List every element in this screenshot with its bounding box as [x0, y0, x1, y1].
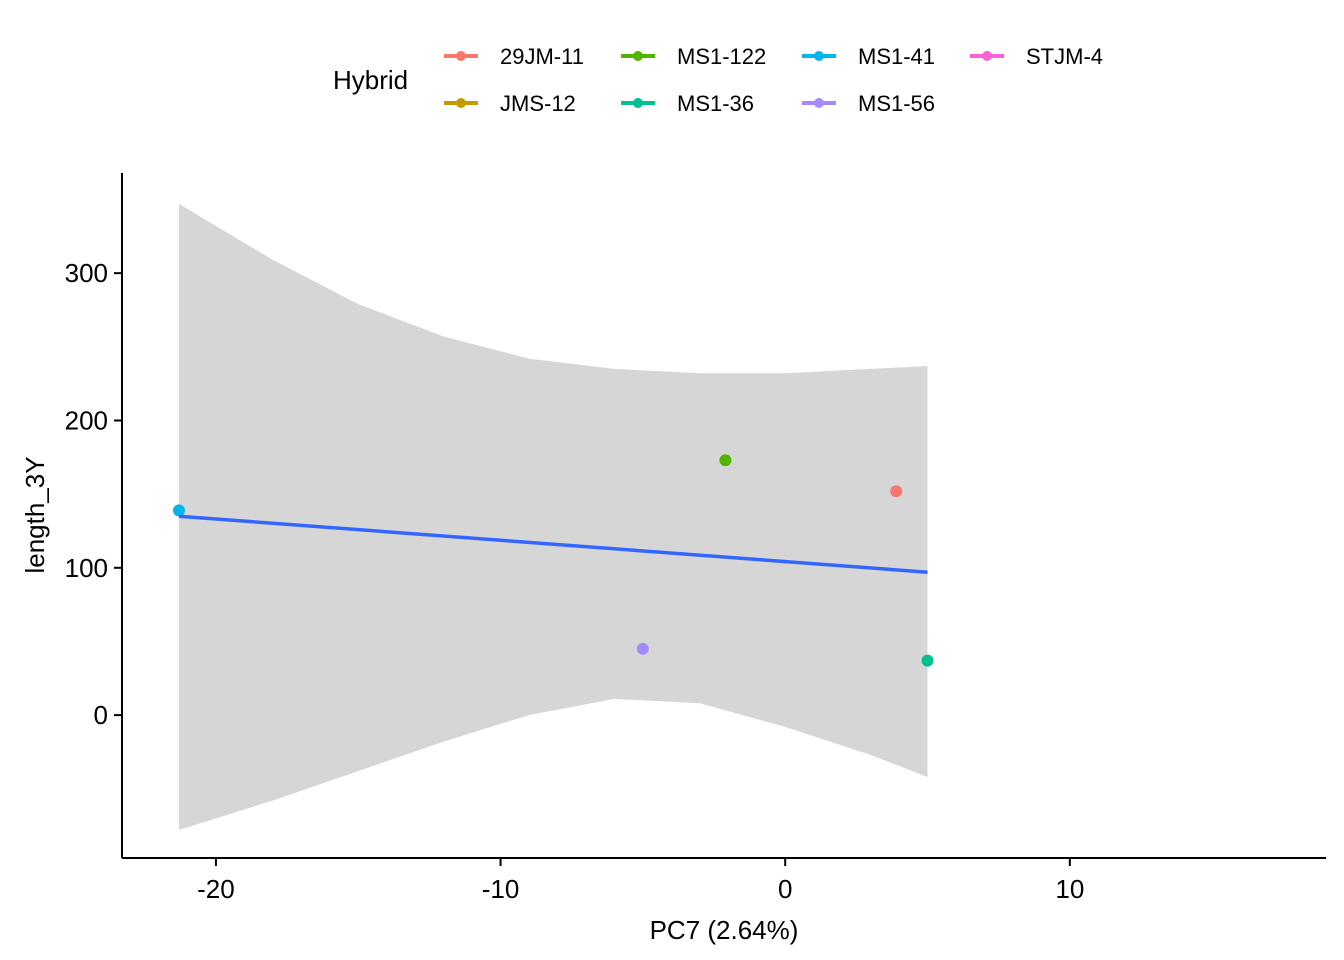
legend-key-dot — [982, 51, 992, 61]
y-tick-label: 100 — [65, 553, 108, 583]
legend-item-ms1-122: MS1-122 — [621, 44, 766, 69]
legend-item-jms-12: JMS-12 — [444, 91, 576, 116]
y-tick-label: 0 — [94, 700, 108, 730]
legend-key-dot — [633, 51, 643, 61]
legend-item-ms1-36: MS1-36 — [621, 91, 754, 116]
legend-items: 29JM-11 JMS-12 MS1-122 MS1-36 MS1-41 MS1-56 ST… — [444, 44, 1103, 116]
legend-item-ms1-41: MS1-41 — [802, 44, 935, 69]
confidence-band — [178, 203, 928, 830]
data-points — [172, 454, 934, 667]
legend-key-dot — [456, 51, 466, 61]
axes: -20 -10 0 10 0 100 200 300 — [65, 173, 1326, 904]
x-tick-label: -10 — [482, 874, 520, 904]
point-29jm-11 — [890, 485, 903, 498]
y-tick-label: 200 — [65, 405, 108, 435]
point-ms1-36 — [921, 654, 934, 667]
point-ms1-56 — [636, 642, 649, 655]
legend-label: MS1-41 — [858, 44, 935, 69]
y-tick-label: 300 — [65, 258, 108, 288]
x-tick-label: 10 — [1055, 874, 1084, 904]
point-ms1-122 — [719, 454, 732, 467]
legend-key-dot — [633, 98, 643, 108]
legend-item-ms1-56: MS1-56 — [802, 91, 935, 116]
legend-key-dot — [814, 51, 824, 61]
legend-key-dot — [456, 98, 466, 108]
y-axis-ticks: 0 100 200 300 — [65, 258, 122, 730]
legend-label: MS1-122 — [677, 44, 766, 69]
legend-label: 29JM-11 — [500, 44, 584, 69]
x-tick-label: 0 — [778, 874, 792, 904]
legend: Hybrid 29JM-11 JMS-12 MS1-122 MS1-36 MS1-41 M… — [333, 44, 1103, 116]
regression-line — [178, 514, 928, 574]
legend-title: Hybrid — [333, 65, 408, 95]
point-ms1-41 — [172, 504, 185, 517]
x-axis-label: PC7 (2.64%) — [650, 915, 799, 945]
legend-label: JMS-12 — [500, 91, 576, 116]
legend-label: MS1-56 — [858, 91, 935, 116]
x-axis-ticks: -20 -10 0 10 — [197, 858, 1084, 904]
legend-label: MS1-36 — [677, 91, 754, 116]
plot-area — [172, 203, 934, 830]
legend-item-stjm-4: STJM-4 — [970, 44, 1103, 69]
legend-key-dot — [814, 98, 824, 108]
legend-item-29jm-11: 29JM-11 — [444, 44, 584, 69]
legend-label: STJM-4 — [1026, 44, 1103, 69]
x-tick-label: -20 — [197, 874, 235, 904]
y-axis-label: length_3Y — [20, 456, 50, 573]
